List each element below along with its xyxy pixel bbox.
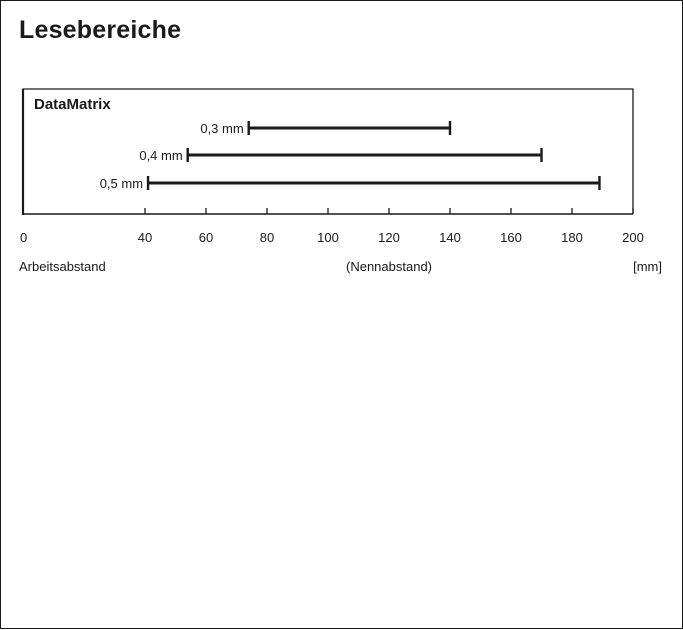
range-bar-label: 0,3 mm: [200, 121, 243, 136]
x-left-label: Arbeitsabstand: [19, 259, 106, 274]
page-title: Lesebereiche: [19, 16, 182, 44]
bars-layer: 0,3 mm 0,4 mm 0,5 mm: [100, 121, 601, 191]
x-tick-label: 120: [378, 230, 400, 245]
range-bar: 0,4 mm: [139, 148, 543, 163]
x-tick-label: 160: [500, 230, 522, 245]
x-tick-label: 0: [20, 230, 27, 245]
range-bar: 0,5 mm: [100, 176, 601, 191]
x-tick-label: 200: [622, 230, 644, 245]
chart-panel-title: DataMatrix: [34, 96, 111, 113]
x-tick-label: 40: [138, 230, 152, 245]
x-tick-label: 140: [439, 230, 461, 245]
x-center-label: (Nennabstand): [346, 259, 432, 274]
x-tick-label: 180: [561, 230, 583, 245]
range-bar-label: 0,5 mm: [100, 176, 143, 191]
x-tick-label: 80: [260, 230, 274, 245]
x-unit-label: [mm]: [633, 259, 662, 274]
x-ticks-layer: 0 40 60 80 100 120 140 160 180 200: [20, 208, 644, 245]
range-bar: 0,3 mm: [200, 121, 452, 136]
x-tick-label: 60: [199, 230, 213, 245]
range-bar-label: 0,4 mm: [139, 148, 182, 163]
x-tick-label: 100: [317, 230, 339, 245]
